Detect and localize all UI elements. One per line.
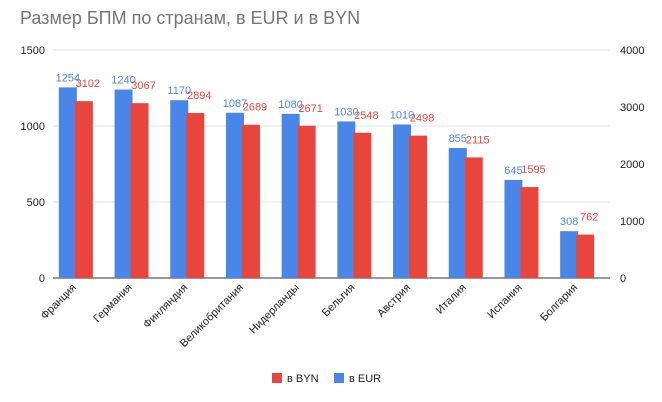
data-label-byn: 2894 (187, 90, 211, 102)
bar-byn (74, 101, 93, 278)
y-right-tick-label: 1000 (620, 216, 644, 228)
legend-swatch (334, 373, 344, 383)
y-left-tick-label: 0 (39, 273, 45, 285)
data-label-byn: 2498 (410, 113, 434, 125)
bar-eur (281, 113, 300, 278)
data-label-eur: 1087 (223, 98, 247, 110)
x-tick-label: Финляндия (141, 282, 190, 331)
bar-byn (241, 124, 260, 279)
y-right-tick-label: 0 (620, 273, 626, 285)
x-tick-label: Бельгия (320, 282, 358, 320)
bar-eur (448, 148, 467, 278)
data-label-eur: 1010 (390, 109, 414, 121)
data-label-eur: 1240 (111, 75, 135, 87)
data-label-eur: 645 (504, 165, 522, 177)
x-tick-label: Австрия (375, 282, 413, 320)
bar-byn (130, 103, 149, 278)
bar-eur (170, 100, 189, 278)
data-label-byn: 2548 (354, 110, 378, 122)
bar-byn (297, 125, 316, 279)
y-right-tick-label: 4000 (620, 45, 644, 57)
legend-swatch (272, 373, 282, 383)
bar-eur (114, 89, 133, 279)
data-label-byn: 3102 (76, 78, 100, 90)
data-label-eur: 1080 (278, 99, 302, 111)
bar-byn (576, 234, 595, 278)
x-tick-label: Испания (485, 282, 524, 321)
x-tick-label: Нидерланды (247, 282, 302, 337)
data-label-byn: 2671 (298, 103, 322, 115)
bar-eur (393, 124, 412, 278)
y-left-tick-label: 1500 (21, 45, 45, 57)
y-left-tick-label: 500 (27, 197, 45, 209)
legend-label: в EUR (349, 373, 381, 385)
bar-byn (186, 113, 205, 279)
data-label-eur: 308 (560, 216, 578, 228)
bar-eur (337, 121, 356, 278)
data-label-byn: 2689 (243, 102, 267, 114)
y-right-tick-label: 2000 (620, 159, 644, 171)
x-tick-label: Болгария (538, 282, 580, 324)
data-label-byn: 1595 (521, 164, 545, 176)
bar-byn (353, 132, 372, 278)
x-tick-label: Германия (91, 282, 134, 325)
data-label-eur: 855 (449, 133, 467, 145)
bar-eur (58, 87, 77, 278)
data-label-byn: 3067 (131, 80, 155, 92)
y-right-tick-label: 3000 (620, 102, 644, 114)
bar-eur (560, 231, 579, 278)
data-label-byn: 2115 (466, 134, 490, 146)
x-tick-label: Франция (39, 282, 79, 322)
bar-eur (504, 179, 523, 278)
y-left-tick-label: 1000 (21, 121, 45, 133)
data-label-eur: 1030 (334, 106, 358, 118)
bar-byn (520, 187, 539, 278)
bar-byn (409, 135, 428, 278)
chart-title: Размер БПМ по странам, в EUR и в BYN (20, 8, 361, 28)
legend-label: в BYN (287, 373, 319, 385)
bar-byn (464, 157, 483, 278)
bar-eur (225, 112, 244, 278)
data-label-byn: 762 (580, 212, 598, 224)
x-tick-label: Италия (434, 282, 469, 317)
data-label-eur: 1254 (56, 72, 80, 84)
data-label-eur: 1170 (167, 85, 191, 97)
